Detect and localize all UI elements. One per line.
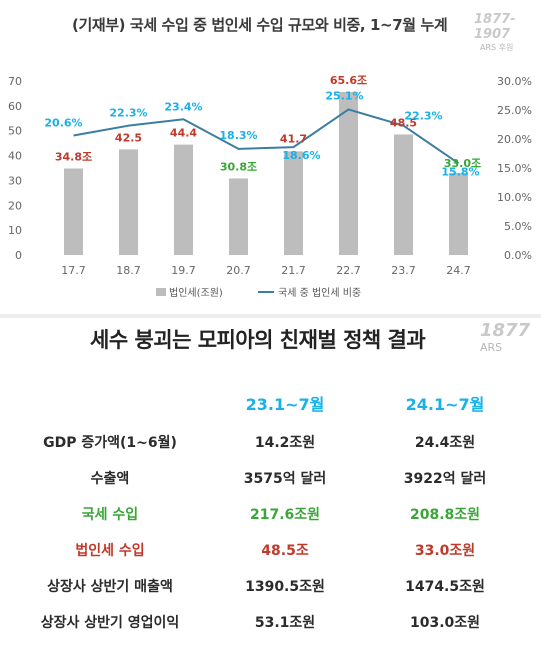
- x-tick-label: 20.7: [226, 264, 251, 277]
- line-series: [73, 108, 460, 165]
- table-row-listed-revenue: 상장사 상반기 매출액 1390.5조원 1474.5조원: [0, 572, 541, 602]
- y-tick-label: 10: [8, 224, 22, 237]
- y-tick-label: 0: [15, 249, 22, 262]
- row-label: 수출액: [90, 471, 130, 487]
- line-data-labels: 20.6% 22.3% 23.4% 18.3% 18.6% 25.1% 22.3% 15.8%: [44, 89, 479, 178]
- bar-data-label: 41.7: [280, 132, 307, 145]
- row-value-2024: 3922억 달러: [403, 471, 487, 487]
- table-header-row: 23.1~7월 24.1~7월: [0, 390, 541, 420]
- bar-data-label: 48.5: [390, 116, 417, 129]
- y2-tick-label: 25.0%: [497, 104, 532, 117]
- line-data-label: 23.4%: [164, 100, 202, 113]
- column-header-2023: 23.1~7월: [245, 395, 325, 414]
- bar-data-label: 65.6조: [330, 74, 367, 87]
- panel-divider: [0, 314, 541, 318]
- y2-tick-label: 30.0%: [497, 75, 532, 88]
- bar: [284, 151, 303, 255]
- x-tick-label: 23.7: [391, 264, 416, 277]
- row-value-2023: 217.6조원: [249, 507, 321, 523]
- y2-tick-label: 0.0%: [504, 249, 532, 262]
- y-tick-label: 50: [8, 125, 22, 138]
- x-tick-label: 21.7: [281, 264, 306, 277]
- line-data-label: 20.6%: [44, 117, 82, 130]
- legend-label-bar: 법인세(조원): [169, 287, 223, 299]
- bar-data-label: 30.8조: [220, 160, 257, 173]
- table-row-national-tax: 국세 수입 217.6조원 208.8조원: [0, 500, 541, 530]
- chart-title: (기재부) 국세 수입 중 법인세 수입 규모와 비중, 1~7월 누계: [72, 16, 448, 34]
- row-label: 상장사 상반기 영업이익: [40, 615, 180, 631]
- bar-data-label: 33.0조: [444, 157, 481, 170]
- logo-subtext-2: ARS: [480, 341, 503, 354]
- y-axis-right: 0.0% 5.0% 10.0% 15.0% 20.0% 25.0% 30.0%: [497, 75, 532, 262]
- y-tick-label: 20: [8, 199, 22, 212]
- table-row-listed-profit: 상장사 상반기 영업이익 53.1조원 103.0조원: [0, 608, 541, 638]
- y-tick-label: 60: [8, 100, 22, 113]
- line-data-label: 22.3%: [109, 107, 147, 120]
- chart-panel: (기재부) 국세 수입 중 법인세 수입 규모와 비중, 1~7월 누계 187…: [0, 0, 541, 314]
- x-tick-label: 18.7: [116, 264, 141, 277]
- logo-subtext: ARS 후원: [480, 43, 514, 52]
- y2-tick-label: 5.0%: [504, 220, 532, 233]
- column-header-2024: 24.1~7월: [405, 395, 485, 414]
- row-value-2023: 3575억 달러: [243, 471, 327, 487]
- row-value-2024: 208.8조원: [409, 507, 481, 523]
- x-axis: 17.7 18.7 19.7 20.7 21.7 22.7 23.7 24.7: [61, 264, 471, 277]
- row-value-2023: 1390.5조원: [245, 579, 325, 595]
- line-data-label: 18.6%: [282, 149, 320, 162]
- line-data-label: 18.3%: [219, 129, 257, 142]
- row-label: 국세 수입: [81, 507, 139, 523]
- row-value-2024: 1474.5조원: [405, 579, 485, 595]
- row-value-2023: 14.2조원: [254, 435, 316, 451]
- row-label: GDP 증가액(1~6월): [43, 435, 177, 451]
- row-value-2023: 53.1조원: [254, 615, 316, 631]
- y-tick-label: 70: [8, 75, 22, 88]
- bar: [449, 172, 468, 255]
- table-row-gdp: GDP 증가액(1~6월) 14.2조원 24.4조원: [0, 428, 541, 458]
- x-tick-label: 24.7: [446, 264, 471, 277]
- line-data-label: 15.8%: [441, 165, 479, 178]
- legend-label-line: 국세 중 법인세 비중: [278, 287, 361, 299]
- x-tick-label: 17.7: [61, 264, 86, 277]
- row-value-2024: 103.0조원: [409, 615, 481, 631]
- y2-tick-label: 20.0%: [497, 133, 532, 146]
- bar-series: [64, 91, 468, 256]
- row-value-2023: 48.5조: [261, 543, 309, 559]
- y-tick-label: 40: [8, 150, 22, 163]
- y2-tick-label: 10.0%: [497, 191, 532, 204]
- logo-text: 1877-1907: [474, 12, 516, 42]
- bar-line-chart: 0 10 20 30 40 50 60 70 0.0% 5.0% 10.0% 15.0% 20.0% 2…: [8, 74, 532, 299]
- row-value-2024: 33.0조원: [414, 543, 476, 559]
- table-panel: 세수 붕괴는 모피아의 친재벌 정책 결과 1877 ARS 23.1~7월 2…: [0, 318, 541, 649]
- bar-data-label: 34.8조: [55, 150, 92, 163]
- legend-swatch-bar: [156, 288, 166, 296]
- line-data-label: 22.3%: [404, 110, 442, 123]
- line-data-label: 25.1%: [325, 89, 363, 102]
- logo-text-2: 1877: [480, 320, 531, 341]
- bar: [339, 91, 358, 256]
- x-tick-label: 22.7: [336, 264, 361, 277]
- table-title: 세수 붕괴는 모피아의 친재벌 정책 결과: [90, 328, 426, 352]
- channel-logo-2: 1877 ARS: [480, 320, 530, 354]
- bar: [394, 134, 413, 255]
- chart-legend: 법인세(조원) 국세 중 법인세 비중: [156, 287, 361, 299]
- bar-data-labels: 34.8조 42.5 44.4 30.8조 41.7 65.6조 48.5 33.0조: [55, 74, 481, 174]
- bar-data-label: 44.4: [170, 127, 197, 140]
- row-label: 법인세 수입: [75, 543, 145, 559]
- y-tick-label: 30: [8, 174, 22, 187]
- x-tick-label: 19.7: [171, 264, 196, 277]
- y2-tick-label: 15.0%: [497, 162, 532, 175]
- channel-logo: 1877-1907 ARS 후원: [474, 12, 541, 53]
- bar: [119, 149, 138, 255]
- row-label: 상장사 상반기 매출액: [47, 579, 173, 595]
- bar: [229, 178, 248, 255]
- row-value-2024: 24.4조원: [414, 435, 476, 451]
- bar: [64, 168, 83, 255]
- table-row-corporate-tax: 법인세 수입 48.5조 33.0조원: [0, 536, 541, 566]
- bar-data-label: 42.5: [115, 131, 142, 144]
- line-path: [73, 108, 460, 165]
- bar: [174, 144, 193, 255]
- table-row-exports: 수출액 3575억 달러 3922억 달러: [0, 464, 541, 494]
- y-axis-left: 0 10 20 30 40 50 60 70: [8, 75, 22, 262]
